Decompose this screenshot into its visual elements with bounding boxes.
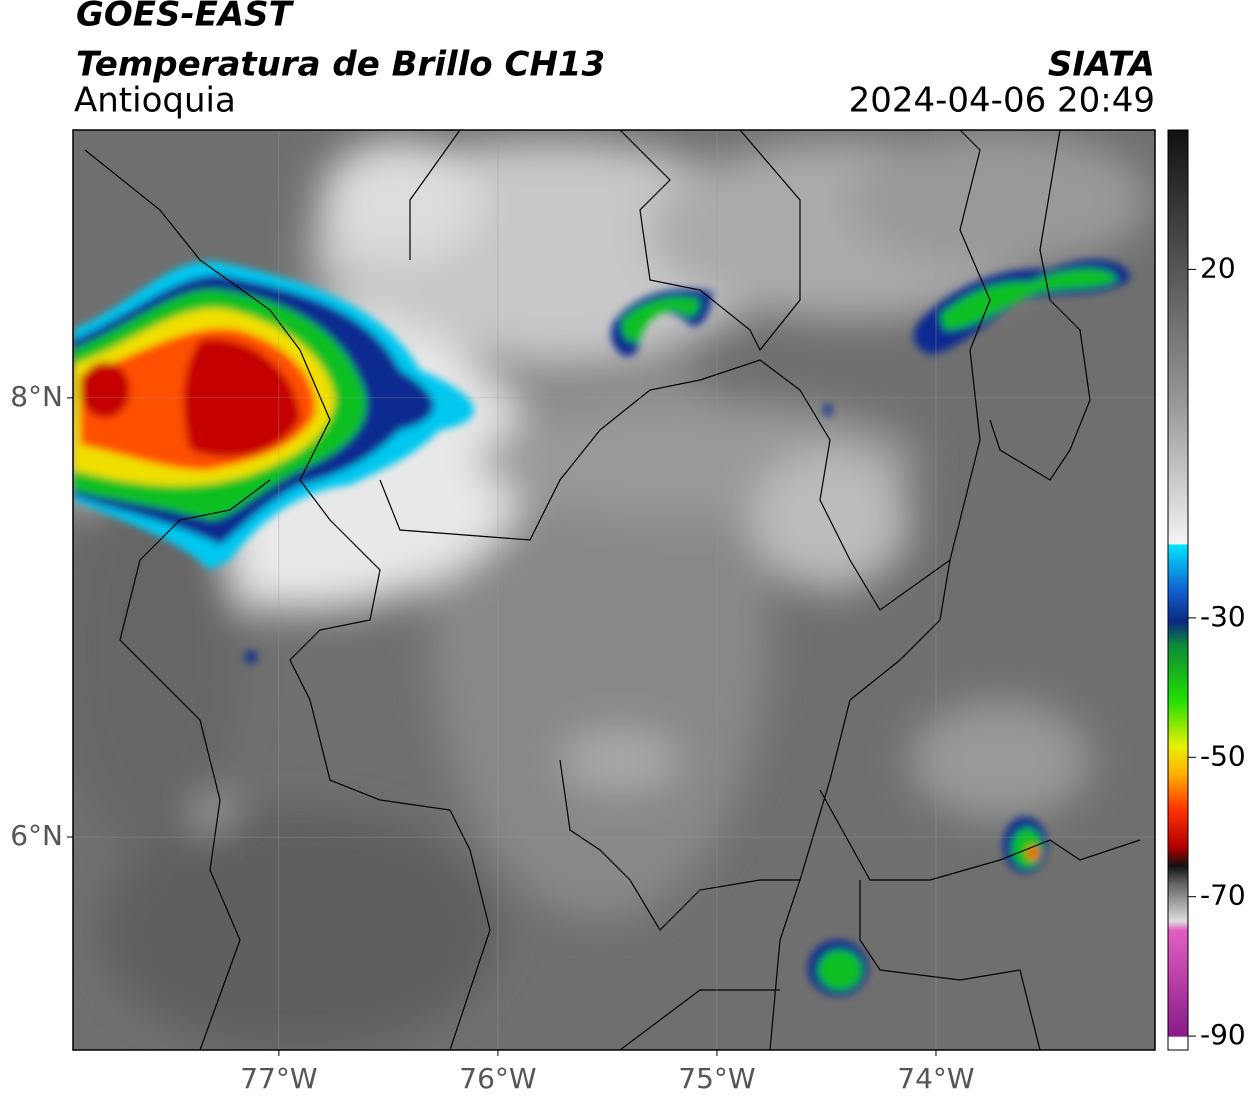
source: SIATA (1048, 45, 1155, 85)
colorbar-tick-label: -50 (1200, 739, 1246, 772)
borders (84, 130, 1141, 1050)
satellite-image (73, 130, 1155, 1050)
x-tick-label: 75°W (678, 1062, 755, 1095)
title: GOES-EAST (76, 0, 295, 35)
subtitle: Temperatura de Brillo CH13 (76, 45, 605, 85)
colorbar-tick-label: -30 (1200, 600, 1246, 633)
x-tick-label: 77°W (240, 1062, 317, 1095)
region: Antioquia (74, 81, 236, 121)
colorbar-tick-label: -70 (1200, 879, 1246, 912)
datetime: 2024-04-06 20:49 (849, 81, 1155, 121)
colorbar-tick-label: 20 (1200, 251, 1236, 284)
map-frame (72, 129, 1156, 1051)
x-tick-label: 76°W (459, 1062, 536, 1095)
y-tick-label: 8°N (10, 380, 63, 413)
x-tick-label: 74°W (897, 1062, 974, 1095)
colorbar (1167, 129, 1189, 1051)
colorbar-tick-label: -90 (1200, 1018, 1246, 1051)
y-tick-label: 6°N (10, 819, 63, 852)
